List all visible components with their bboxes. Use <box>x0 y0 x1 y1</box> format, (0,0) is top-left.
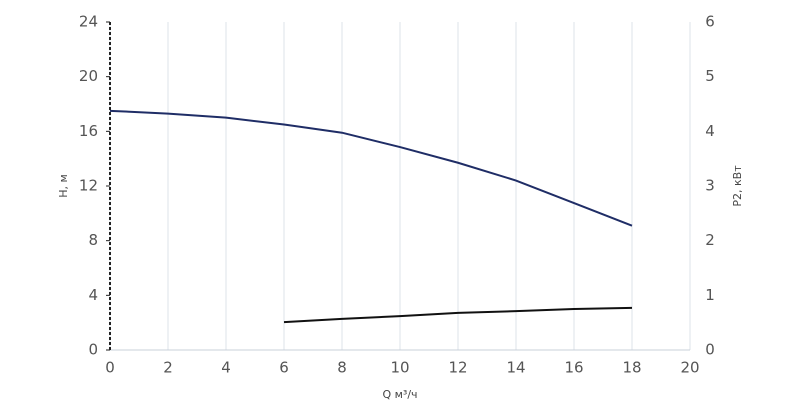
x-tick-label: 8 <box>337 359 347 377</box>
y2-axis-label: P2, кВт <box>731 165 744 207</box>
x-tick-label: 18 <box>622 359 641 377</box>
series-line <box>283 306 633 324</box>
x-tick-label: 2 <box>163 359 173 377</box>
y2-tick-label: 2 <box>705 231 715 249</box>
y-tick-label: 12 <box>79 177 98 195</box>
x-tick-label: 20 <box>680 359 699 377</box>
y-tick-label: 20 <box>79 67 98 85</box>
x-axis-label: Q м³/ч <box>382 388 417 401</box>
y-tick-label: 16 <box>79 122 98 140</box>
y2-tick-label: 6 <box>705 13 715 31</box>
y2-tick-label: 0 <box>705 341 715 359</box>
x-tick-label: 6 <box>279 359 289 377</box>
x-tick-label: 4 <box>221 359 231 377</box>
x-tick-label: 0 <box>105 359 115 377</box>
y2-tick-label: 4 <box>705 122 715 140</box>
x-tick-label: 10 <box>390 359 409 377</box>
y2-tick-label: 1 <box>705 286 715 304</box>
y-tick-label: 4 <box>88 286 98 304</box>
x-tick-label: 12 <box>448 359 467 377</box>
y-tick-label: 8 <box>88 231 98 249</box>
y-tick-label: 0 <box>88 341 98 359</box>
x-tick-label: 16 <box>564 359 583 377</box>
y-tick-label: 24 <box>79 13 98 31</box>
x-tick-label: 14 <box>506 359 525 377</box>
series-line <box>109 109 633 227</box>
y2-tick-label: 3 <box>705 177 715 195</box>
y2-tick-label: 5 <box>705 67 715 85</box>
y-axis-label: H, м <box>57 174 70 198</box>
